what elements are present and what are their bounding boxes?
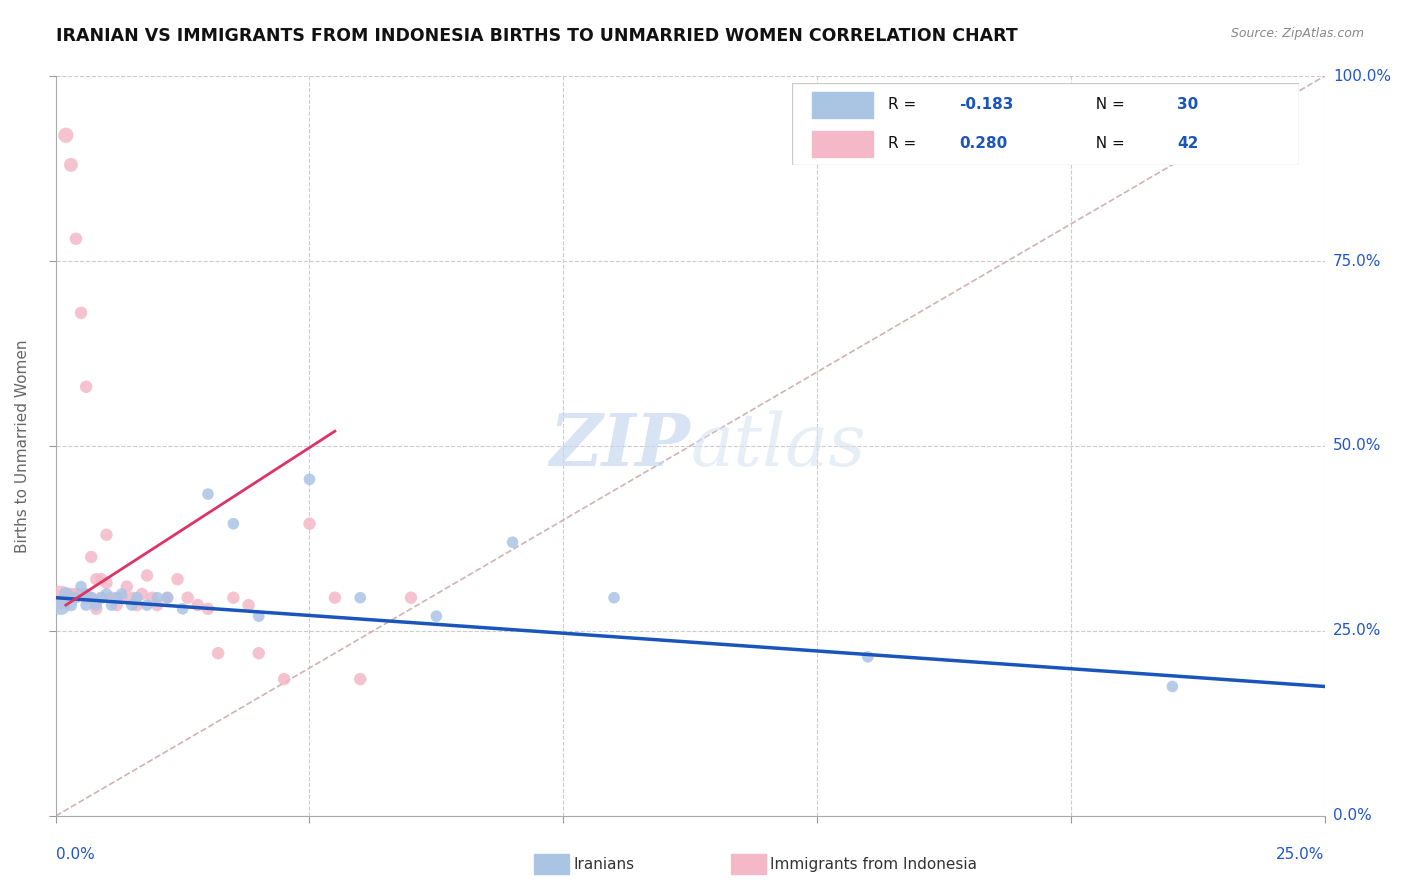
Point [111,591,134,605]
Point [141,591,163,605]
Point [156,591,179,605]
Point [166,572,188,586]
Point [172,602,194,616]
Point [75,598,97,612]
Point [90,591,112,605]
Point [84,572,107,586]
Point [197,487,219,501]
Point [59,587,82,601]
Point [90,591,112,605]
Point [70,580,93,594]
Point [70,587,93,601]
Point [80,549,103,564]
Point [125,591,148,605]
Point [136,568,159,582]
Point [65,232,87,246]
Point [49,598,72,612]
Point [176,591,198,605]
Point [146,598,169,612]
Text: 100.0%: 100.0% [1333,69,1391,84]
Point [121,598,143,612]
Point [96,587,118,601]
Point [349,591,371,605]
Point [197,602,219,616]
Point [80,591,103,605]
Text: atlas: atlas [690,410,866,482]
Point [856,649,879,664]
Point [65,591,87,605]
Point [75,591,97,605]
Point [298,472,321,486]
Point [156,591,179,605]
Point [55,587,77,601]
Point [80,591,103,605]
Point [349,672,371,686]
Point [49,591,72,605]
Text: Iranians: Iranians [574,856,634,871]
Point [96,528,118,542]
Text: 0.0%: 0.0% [1333,808,1372,823]
Point [96,575,118,590]
Point [502,535,524,549]
Point [187,598,209,612]
Point [90,572,112,586]
Point [146,591,169,605]
Point [55,128,77,143]
Text: 75.0%: 75.0% [1333,253,1381,268]
Point [59,598,82,612]
Point [75,587,97,601]
Point [100,598,122,612]
Point [222,591,245,605]
Text: IRANIAN VS IMMIGRANTS FROM INDONESIA BIRTHS TO UNMARRIED WOMEN CORRELATION CHART: IRANIAN VS IMMIGRANTS FROM INDONESIA BIR… [56,27,1018,45]
Point [425,609,447,624]
Text: 50.0%: 50.0% [1333,439,1381,453]
Point [100,591,122,605]
Point [273,672,295,686]
Point [59,158,82,172]
Point [121,591,143,605]
Point [298,516,321,531]
Point [222,516,245,531]
Point [111,587,134,601]
Point [247,646,270,660]
Point [105,591,128,605]
Point [65,587,87,601]
Point [131,587,153,601]
Point [1161,680,1184,694]
Text: 0.0%: 0.0% [56,847,94,863]
Y-axis label: Births to Unmarried Women: Births to Unmarried Women [15,339,30,553]
Point [84,602,107,616]
Text: 25.0%: 25.0% [1333,624,1381,639]
Text: ZIP: ZIP [550,410,690,482]
Point [75,380,97,394]
Point [207,646,229,660]
Point [115,580,138,594]
Point [323,591,346,605]
Point [238,598,260,612]
Point [84,598,107,612]
Text: 25.0%: 25.0% [1277,847,1324,863]
Point [247,609,270,624]
Point [70,306,93,320]
Point [105,598,128,612]
Point [399,591,422,605]
Point [125,598,148,612]
Text: Immigrants from Indonesia: Immigrants from Indonesia [770,856,977,871]
Point [136,598,159,612]
Text: Source: ZipAtlas.com: Source: ZipAtlas.com [1230,27,1364,40]
Point [603,591,626,605]
